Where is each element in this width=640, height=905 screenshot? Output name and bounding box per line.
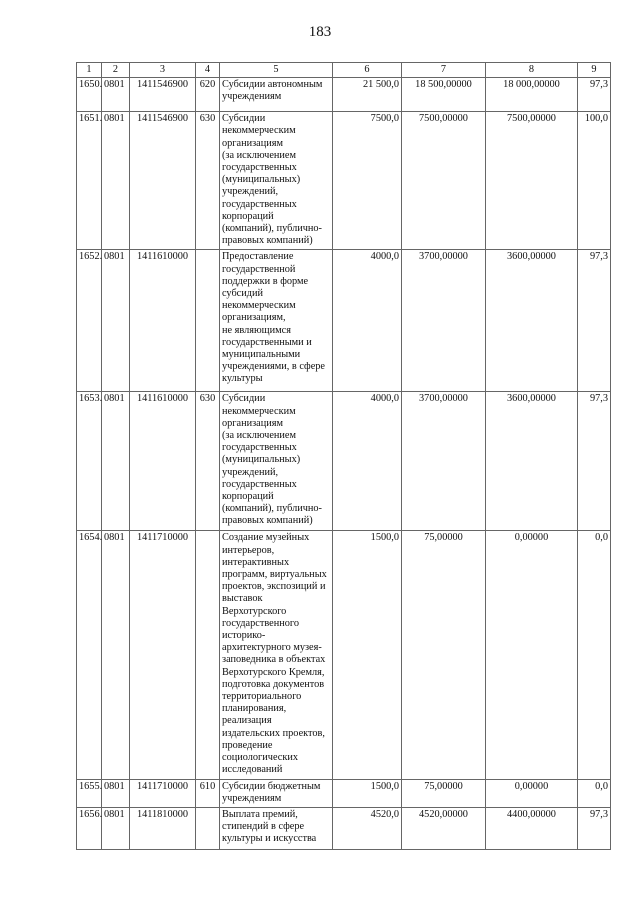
cell-sec: 0801 bbox=[101, 77, 130, 113]
cell-c6: 4000,0 bbox=[332, 391, 402, 532]
cell-c7: 75,00000 bbox=[401, 530, 486, 780]
cell-n: 1653. bbox=[76, 391, 102, 532]
cell-c9: 97,3 bbox=[577, 806, 611, 850]
cell-c6: 1500,0 bbox=[332, 530, 402, 780]
page-number: 183 bbox=[308, 24, 332, 40]
cell-n: 1652. bbox=[76, 249, 102, 393]
cell-c8: 3600,00000 bbox=[485, 391, 578, 532]
cell-c8: 3600,00000 bbox=[485, 249, 578, 393]
cell-c6: 21 500,0 bbox=[332, 77, 402, 113]
cell-csr: 1411546900 bbox=[129, 77, 196, 113]
cell-csr: 1411710000 bbox=[129, 530, 196, 780]
cell-c9: 97,3 bbox=[577, 391, 611, 532]
cell-vr bbox=[195, 249, 220, 393]
cell-c7: 3700,00000 bbox=[401, 249, 486, 393]
cell-name: Выплата премий, стипендий в сфере культу… bbox=[219, 806, 333, 850]
table-row: 1655. 0801 1411710000 610 Субсидии бюджетным… bbox=[76, 778, 611, 808]
cell-c8: 7500,00000 bbox=[485, 111, 578, 251]
cell-vr: 630 bbox=[195, 111, 220, 251]
column-header: 4 bbox=[195, 61, 220, 79]
cell-c6: 7500,0 bbox=[332, 111, 402, 251]
table-row: 1653. 0801 1411610000 630 Субсидии некоммерч… bbox=[76, 391, 611, 532]
cell-name: Субсидии автономным учреждениям bbox=[219, 77, 333, 113]
table-row: 1656. 0801 1411810000 Выплата премий, стипе… bbox=[76, 806, 611, 850]
cell-name: Предоставление государственной поддержки… bbox=[219, 249, 333, 393]
cell-c9: 0,0 bbox=[577, 778, 611, 808]
cell-c8: 18 000,00000 bbox=[485, 77, 578, 113]
cell-c9: 97,3 bbox=[577, 77, 611, 113]
cell-name: Субсидии некоммерческим организациям (за… bbox=[219, 111, 333, 251]
cell-name: Субсидии некоммерческим организациям (за… bbox=[219, 391, 333, 532]
cell-name: Субсидии бюджетным учреждениям bbox=[219, 778, 333, 808]
column-header: 7 bbox=[401, 61, 486, 79]
column-header: 5 bbox=[219, 61, 333, 79]
column-header: 6 bbox=[332, 61, 402, 79]
table-row: 1652. 0801 1411610000 Предоставление госуда… bbox=[76, 249, 611, 393]
cell-c7: 4520,00000 bbox=[401, 806, 486, 850]
cell-c6: 1500,0 bbox=[332, 778, 402, 808]
cell-vr: 630 bbox=[195, 391, 220, 532]
cell-n: 1650. bbox=[76, 77, 102, 113]
cell-n: 1654. bbox=[76, 530, 102, 780]
cell-n: 1655. bbox=[76, 778, 102, 808]
cell-c6: 4520,0 bbox=[332, 806, 402, 850]
cell-sec: 0801 bbox=[101, 778, 130, 808]
cell-csr: 1411610000 bbox=[129, 391, 196, 532]
cell-vr: 610 bbox=[195, 778, 220, 808]
column-header: 2 bbox=[101, 61, 130, 79]
cell-c6: 4000,0 bbox=[332, 249, 402, 393]
cell-c7: 3700,00000 bbox=[401, 391, 486, 532]
cell-c8: 0,00000 bbox=[485, 530, 578, 780]
table-row: 1651. 0801 1411546900 630 Субсидии некоммерч… bbox=[76, 111, 611, 251]
cell-csr: 1411546900 bbox=[129, 111, 196, 251]
table-row: 1650. 0801 1411546900 620 Субсидии автономны… bbox=[76, 77, 611, 113]
cell-c7: 75,00000 bbox=[401, 778, 486, 808]
cell-c8: 0,00000 bbox=[485, 778, 578, 808]
cell-csr: 1411710000 bbox=[129, 778, 196, 808]
cell-csr: 1411810000 bbox=[129, 806, 196, 850]
column-header: 9 bbox=[577, 61, 611, 79]
cell-vr bbox=[195, 530, 220, 780]
cell-c7: 18 500,00000 bbox=[401, 77, 486, 113]
column-header: 1 bbox=[76, 61, 102, 79]
cell-csr: 1411610000 bbox=[129, 249, 196, 393]
cell-sec: 0801 bbox=[101, 391, 130, 532]
cell-n: 1651. bbox=[76, 111, 102, 251]
cell-c9: 97,3 bbox=[577, 249, 611, 393]
cell-sec: 0801 bbox=[101, 249, 130, 393]
cell-sec: 0801 bbox=[101, 111, 130, 251]
cell-c9: 0,0 bbox=[577, 530, 611, 780]
column-header: 3 bbox=[129, 61, 196, 79]
cell-sec: 0801 bbox=[101, 806, 130, 850]
column-header: 8 bbox=[485, 61, 578, 79]
cell-vr: 620 bbox=[195, 77, 220, 113]
cell-c7: 7500,00000 bbox=[401, 111, 486, 251]
cell-name: Создание музейных интерьеров, интерактив… bbox=[219, 530, 333, 780]
cell-c9: 100,0 bbox=[577, 111, 611, 251]
cell-vr bbox=[195, 806, 220, 850]
cell-n: 1656. bbox=[76, 806, 102, 850]
cell-sec: 0801 bbox=[101, 530, 130, 780]
cell-c8: 4400,00000 bbox=[485, 806, 578, 850]
table-row: 1654. 0801 1411710000 Создание музейных инт… bbox=[76, 530, 611, 780]
